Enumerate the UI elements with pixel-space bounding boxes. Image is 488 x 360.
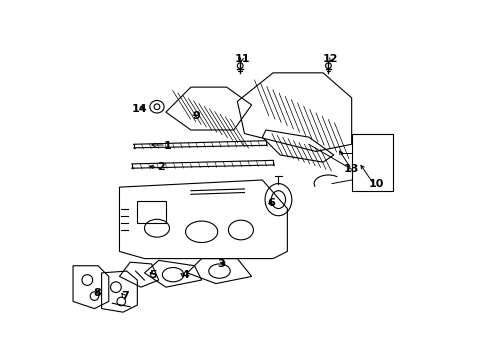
Text: 7: 7 (121, 291, 128, 301)
Text: 4: 4 (181, 270, 189, 280)
Text: 9: 9 (192, 111, 200, 121)
Text: 3: 3 (217, 259, 224, 269)
Text: 1: 1 (163, 141, 171, 151)
Text: 8: 8 (93, 288, 101, 297)
Text: 5: 5 (149, 270, 157, 280)
Text: 10: 10 (368, 179, 384, 189)
Text: 12: 12 (322, 54, 337, 64)
Text: 11: 11 (234, 54, 250, 64)
Text: 2: 2 (156, 162, 164, 172)
Text: 6: 6 (267, 198, 275, 208)
Text: 14: 14 (131, 104, 146, 113)
Text: 13: 13 (343, 164, 359, 174)
